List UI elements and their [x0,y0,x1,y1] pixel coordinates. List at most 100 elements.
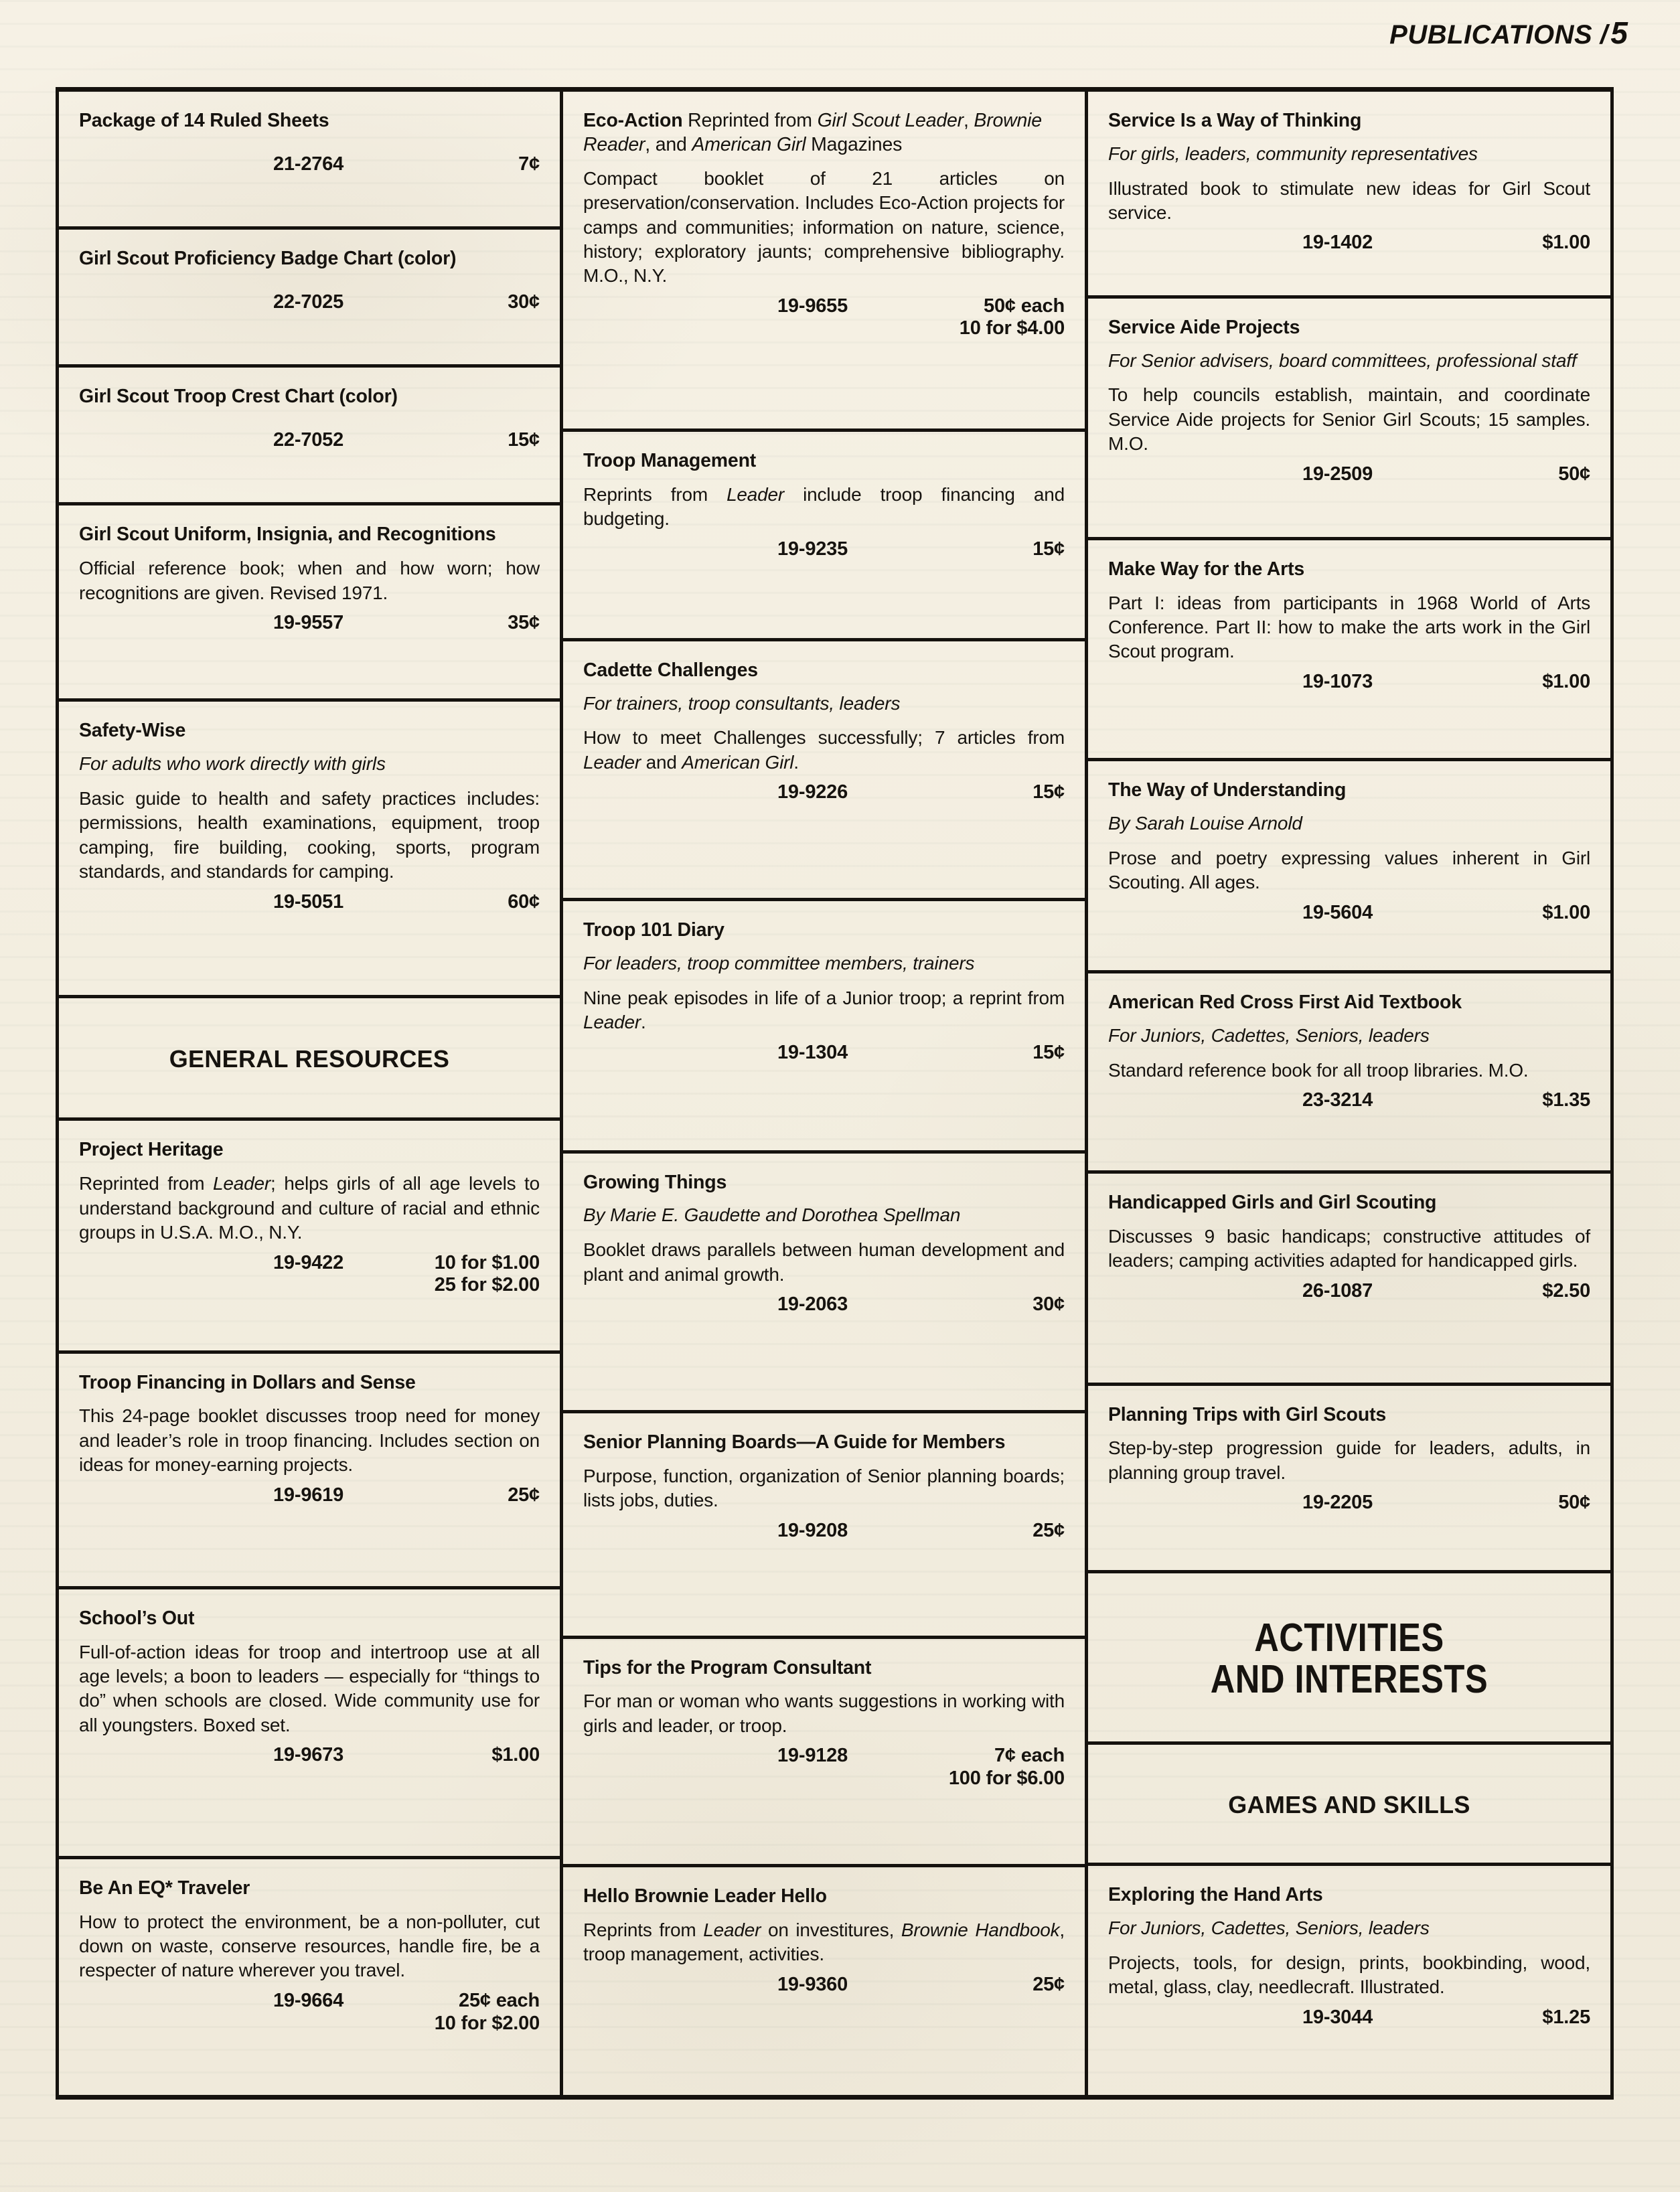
entry-price: 25¢ [1033,1520,1065,1543]
publication-entry[interactable]: Handicapped Girls and Girl Scouting Discu… [1088,1174,1610,1386]
entry-price: $2.50 [1542,1280,1590,1303]
entry-price-row: 23-3214 $1.35 [1108,1089,1590,1112]
entry-price-row: 22-7025 30¢ [79,291,540,314]
publication-entry[interactable]: Girl Scout Troop Crest Chart (color) 22-7… [59,368,560,506]
publication-entry[interactable]: Service Is a Way of Thinking For girls, l… [1088,92,1610,299]
publication-entry[interactable]: Troop Management Reprints from Leader inc… [563,432,1085,641]
section-header: ACTIVITIES AND INTERESTS [1088,1573,1610,1745]
entry-catalog-number: 19-9360 [777,1973,848,1995]
entry-title: Girl Scout Uniform, Insignia, and Recogn… [79,524,496,546]
entry-price-line: 30¢ [1033,1293,1065,1315]
entry-description: Official reference book; when and how wo… [79,558,540,603]
entry-title: Hello Brownie Leader Hello [583,1885,827,1907]
section-header-label: GAMES AND SKILLS [1228,1791,1470,1819]
entry-description: Full-of-action ideas for troop and inter… [79,1641,540,1735]
entry-price-row: 21-2764 7¢ [79,153,540,176]
publication-entry[interactable]: Troop Financing in Dollars and Sense This… [59,1354,560,1589]
publications-grid: Package of 14 Ruled Sheets 21-2764 7¢ Girl … [56,87,1614,2100]
entry-price-line: 15¢ [1033,1041,1065,1063]
entry-description: Compact booklet of 21 articles on preser… [583,167,1065,287]
entry-audience: For adults who work directly with girls [79,753,386,775]
entry-price-line: 100 for $6.00 [948,1767,1065,1789]
entry-price-row: 19-3044 $1.25 [1108,2007,1590,2029]
entry-price-row: 19-9619 25¢ [79,1484,540,1507]
section-header-label: GENERAL RESOURCES [169,1045,450,1073]
column-2: Eco-Action Reprinted from Girl Scout Lea… [563,92,1088,2095]
entry-catalog-number: 21-2764 [273,153,344,175]
entry-price-line: $1.25 [1542,2006,1590,2028]
entry-price-row: 19-2205 50¢ [1108,1492,1590,1514]
entry-catalog-number: 22-7052 [273,429,344,451]
publication-entry[interactable]: American Red Cross First Aid Textbook For… [1088,973,1610,1174]
entry-price: $1.25 [1542,2007,1590,2029]
publication-entry[interactable]: Troop 101 Diary For leaders, troop commit… [563,901,1085,1154]
publication-entry[interactable]: Service Aide Projects For Senior advisers… [1088,299,1610,540]
entry-description: How to meet Challenges successfully; 7 a… [583,727,1065,773]
entry-description: To help councils establish, maintain, an… [1108,384,1590,455]
entry-price-row: 19-2509 50¢ [1108,463,1590,486]
publication-entry[interactable]: Growing Things By Marie E. Gaudette and D… [563,1154,1085,1414]
entry-price-row: 19-9422 10 for $1.00 25 for $2.00 [79,1252,540,1297]
column-1: Package of 14 Ruled Sheets 21-2764 7¢ Girl … [59,92,563,2095]
entry-catalog-number: 19-9619 [273,1484,344,1506]
entry-title: Growing Things [583,1171,727,1193]
publication-entry[interactable]: Project Heritage Reprinted from Leader; h… [59,1121,560,1354]
publication-entry[interactable]: Planning Trips with Girl Scouts Step-by-s… [1088,1386,1610,1574]
entry-price: $1.00 [1542,671,1590,694]
entry-price: 10 for $1.00 25 for $2.00 [435,1252,540,1297]
column-3: Service Is a Way of Thinking For girls, l… [1088,92,1610,2095]
entry-title: Troop Financing in Dollars and Sense [79,1371,416,1393]
publication-entry[interactable]: Exploring the Hand Arts For Juniors, Cade… [1088,1866,1610,2095]
entry-price-row: 26-1087 $2.50 [1108,1280,1590,1303]
entry-price-line: 30¢ [508,291,540,313]
publication-entry[interactable]: Tips for the Program Consultant For man o… [563,1639,1085,1867]
entry-catalog-number: 19-9557 [273,612,344,634]
entry-price-row: 19-9360 25¢ [583,1974,1065,1997]
page-header-title: PUBLICATIONS / [1389,20,1608,50]
entry-audience: For Juniors, Cadettes, Seniors, leaders [1108,1917,1430,1939]
entry-price-line: 25¢ each [459,1989,540,2011]
entry-title: Planning Trips with Girl Scouts [1108,1403,1387,1425]
page-header: PUBLICATIONS /5 [1389,15,1628,51]
entry-audience: By Marie E. Gaudette and Dorothea Spellm… [583,1204,961,1226]
section-header: GENERAL RESOURCES [59,998,560,1121]
entry-price: 60¢ [508,891,540,914]
entry-description: This 24-page booklet discusses troop nee… [79,1405,540,1476]
entry-price: $1.00 [1542,232,1590,254]
entry-title: Eco-Action Reprinted from Girl Scout Lea… [583,110,1042,155]
entry-price-line: $1.00 [1542,232,1590,254]
publication-entry[interactable]: School’s Out Full-of-action ideas for tro… [59,1589,560,1859]
entry-price-line: $1.00 [491,1744,540,1766]
entry-title: Troop 101 Diary [583,919,724,941]
publication-entry[interactable]: Be An EQ* Traveler How to protect the env… [59,1859,560,2095]
entry-title: Cadette Challenges [583,659,758,681]
publication-entry[interactable]: Cadette Challenges For trainers, troop co… [563,641,1085,902]
entry-price-row: 19-1073 $1.00 [1108,671,1590,694]
entry-price-line: 15¢ [508,429,540,451]
entry-price: 7¢ [518,153,540,176]
entry-price: 25¢ each 10 for $2.00 [435,1990,540,2035]
entry-title: Make Way for the Arts [1108,558,1305,580]
publication-entry[interactable]: Hello Brownie Leader Hello Reprints from … [563,1867,1085,2095]
publication-entry[interactable]: Safety-Wise For adults who work directly … [59,702,560,999]
publication-entry[interactable]: The Way of Understanding By Sarah Louise … [1088,761,1610,974]
entry-title: Project Heritage [79,1139,224,1161]
publication-entry[interactable]: Make Way for the Arts Part I: ideas from … [1088,540,1610,762]
entry-price: 50¢ [1558,463,1590,486]
entry-description: Prose and poetry expressing values inher… [1108,848,1590,893]
entry-catalog-number: 19-9655 [777,295,848,317]
entry-catalog-number: 26-1087 [1302,1279,1373,1302]
publication-entry[interactable]: Package of 14 Ruled Sheets 21-2764 7¢ [59,92,560,230]
entry-audience: For girls, leaders, community representa… [1108,143,1478,164]
publication-entry[interactable]: Girl Scout Proficiency Badge Chart (colo… [59,230,560,368]
publication-entry[interactable]: Eco-Action Reprinted from Girl Scout Lea… [563,92,1085,432]
entry-price: 30¢ [508,291,540,314]
publication-entry[interactable]: Girl Scout Uniform, Insignia, and Recogn… [59,505,560,702]
entry-title: Senior Planning Boards—A Guide for Membe… [583,1431,1006,1454]
entry-price-row: 19-9235 15¢ [583,538,1065,561]
entry-price-row: 19-9664 25¢ each 10 for $2.00 [79,1990,540,2035]
entry-catalog-number: 19-3044 [1302,2006,1373,2028]
entry-catalog-number: 19-9128 [777,1745,848,1767]
entry-price-line: 25 for $2.00 [434,1274,540,1296]
publication-entry[interactable]: Senior Planning Boards—A Guide for Membe… [563,1413,1085,1639]
